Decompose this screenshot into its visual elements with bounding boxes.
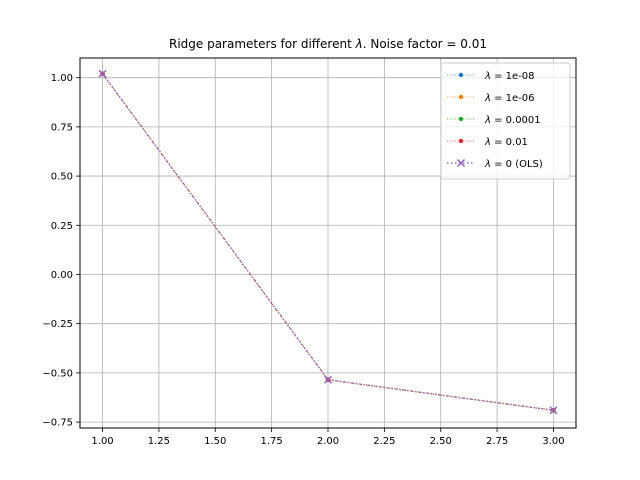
x-tick-label: 1.50 [204, 436, 226, 447]
x-tick-label: 2.75 [486, 436, 508, 447]
y-tick-label: 0.00 [51, 270, 73, 281]
y-tick-label: 0.50 [51, 172, 73, 183]
x-tick-label: 1.75 [261, 436, 283, 447]
y-tick-label: 1.00 [51, 73, 73, 84]
data-point [323, 375, 333, 384]
chart-title: Ridge parameters for different λ. Noise … [169, 37, 487, 51]
legend-marker [456, 158, 466, 168]
series-layer [98, 69, 558, 415]
legend: λ = 1e-08 λ = 1e-06 λ = 0.0001 λ = 0.01 λ = … [440, 62, 571, 180]
legend-box [440, 62, 571, 180]
legend-marker [458, 72, 464, 78]
legend-marker [458, 116, 464, 122]
legend-label: λ = 0.0001 [484, 115, 541, 126]
legend-entry: λ = 1e-06 [447, 93, 535, 104]
x-tick-label: 2.00 [317, 436, 339, 447]
legend-label: λ = 0 (OLS) [484, 159, 543, 170]
data-point [549, 406, 558, 415]
legend-label: λ = 1e-06 [484, 93, 535, 104]
y-tick-label: −0.50 [42, 368, 73, 379]
legend-marker [458, 94, 464, 100]
legend-label: λ = 1e-08 [484, 71, 535, 82]
x-tick-label: 1.00 [91, 436, 113, 447]
x-tick-label: 1.25 [148, 436, 170, 447]
axis-ticks: 1.00 1.25 1.50 1.75 2.00 2.25 2.50 2.75 3.00 −0.7… [42, 73, 564, 447]
grid [80, 58, 576, 428]
y-tick-label: 0.25 [51, 221, 73, 232]
series-4 [98, 69, 558, 415]
legend-entry: λ = 0.01 [447, 137, 528, 148]
x-tick-label: 3.00 [542, 436, 564, 447]
legend-entry: λ = 0.0001 [447, 115, 541, 126]
legend-entry: λ = 0 (OLS) [447, 158, 543, 170]
legend-label: λ = 0.01 [484, 137, 528, 148]
data-point [98, 69, 107, 78]
y-tick-label: 0.75 [51, 122, 73, 133]
legend-entry: λ = 1e-08 [447, 71, 535, 82]
x-tick-label: 2.50 [430, 436, 452, 447]
legend-marker [458, 138, 464, 144]
y-tick-label: −0.25 [42, 319, 73, 330]
x-tick-label: 2.25 [373, 436, 395, 447]
y-tick-label: −0.75 [42, 418, 73, 429]
